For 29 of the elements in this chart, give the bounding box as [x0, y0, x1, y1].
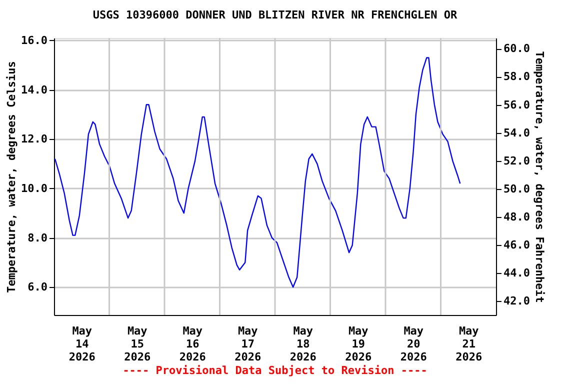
y-tick-label: 16.0	[21, 34, 48, 47]
y-tick-label: 8.0	[28, 231, 48, 244]
y-tick-label: 12.0	[21, 132, 48, 146]
x-tick-label: May 21 2026	[456, 324, 482, 364]
y2-tick-label: 42.0	[504, 294, 530, 308]
x-tick-label: May 20 2026	[400, 324, 428, 364]
x-tick-label: May 17 2026	[234, 324, 262, 364]
y-tick-label: 10.0	[21, 182, 48, 195]
x-tick-label: May 19 2026	[345, 324, 372, 364]
y2-tick-label: 46.0	[504, 238, 530, 252]
y2-tick-label: 44.0	[504, 266, 530, 280]
y-tick-label: 6.0	[28, 280, 48, 294]
chart-title: USGS 10396000 DONNER UND BLITZEN RIVER NR FRENCHGLEN OR	[92, 8, 458, 22]
y-axis-title: Temperature, water, degrees Celsius	[5, 61, 18, 293]
y-tick-label: 14.0	[21, 83, 48, 96]
line-series	[54, 57, 461, 288]
text: ---- Provisional Data Subject to Revision ----	[122, 364, 428, 377]
y2-tick-label: 58.0	[504, 70, 530, 84]
x-tick-label: May 14 2026	[68, 324, 96, 364]
x-tick-label: May 16 2026	[179, 324, 206, 364]
y2-tick-label: 50.0	[504, 182, 530, 196]
y2-tick-label: 56.0	[504, 98, 530, 112]
y2-axis-title: Temperature, water, degrees Fahrenheit	[532, 51, 546, 303]
x-tick-label: May 15 2026	[124, 324, 151, 364]
x-tick-label: May 18 2026	[290, 324, 317, 364]
y2-tick-label: 48.0	[504, 210, 530, 224]
y2-tick-label: 52.0	[504, 154, 530, 168]
y2-tick-label: 54.0	[504, 126, 530, 140]
y2-tick-label: 60.0	[504, 42, 530, 56]
